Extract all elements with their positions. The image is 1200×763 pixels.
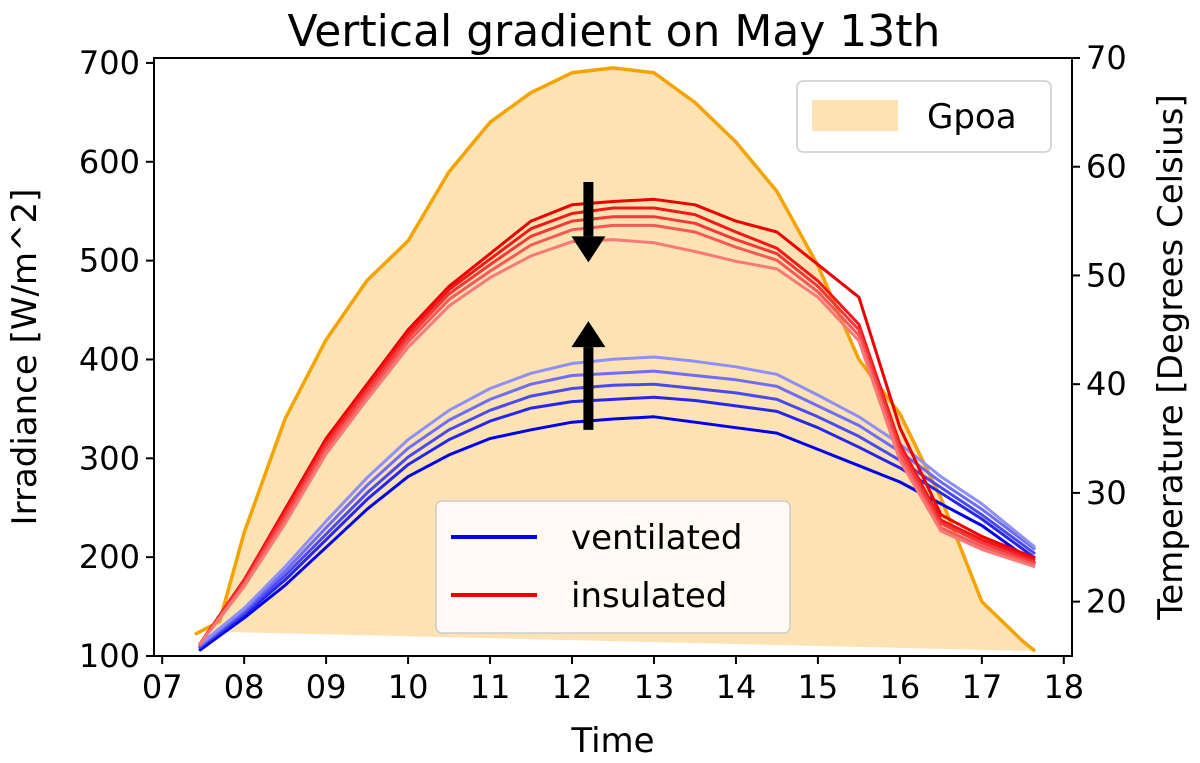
left-y-axis-ticks: 100 200 300 400 500 600 700 [79, 44, 154, 675]
right-y-tick-label: 40 [1086, 365, 1127, 403]
right-y-axis-label: Temperature [Degrees Celsius] [1151, 94, 1191, 621]
insulated-series-line-2 [197, 206, 1036, 646]
gpoa-line [194, 66, 1037, 653]
arrow-down-head [571, 236, 606, 263]
left-y-tick-label: 300 [79, 439, 140, 477]
x-axis-ticks: 07 08 09 10 11 12 13 14 15 16 17 18 [142, 656, 1084, 706]
ventilated-series-line-4 [198, 369, 1037, 648]
legend-gpoa: Gpoa [796, 80, 1052, 153]
left-y-tick-label: 100 [79, 637, 140, 675]
legend-temperature: ventilated insulated [435, 500, 791, 634]
right-y-tick-label: 60 [1086, 148, 1127, 186]
x-tick-label: 17 [961, 668, 1002, 706]
ventilated-series-line-2 [198, 395, 1036, 650]
x-tick-label: 09 [306, 668, 347, 706]
chart-title: Vertical gradient on May 13th [288, 6, 941, 57]
x-tick-label: 07 [142, 668, 183, 706]
left-y-axis-label: Irradiance [W/m^2] [5, 189, 45, 526]
x-tick-label: 12 [552, 668, 593, 706]
x-tick-label: 11 [470, 668, 511, 706]
right-y-tick-label: 70 [1086, 39, 1127, 77]
insulated-series-line-3 [197, 215, 1036, 646]
legend-ventilated-label: ventilated [571, 518, 742, 558]
ventilated-series-line-5 [198, 355, 1037, 647]
right-y-tick-label: 30 [1086, 474, 1127, 512]
left-y-tick-label: 500 [79, 242, 140, 280]
x-tick-label: 16 [880, 668, 921, 706]
legend-insulated-label: insulated [571, 576, 727, 616]
left-y-tick-label: 700 [79, 44, 140, 82]
x-tick-label: 14 [716, 668, 757, 706]
x-tick-label: 13 [634, 668, 675, 706]
plot-area [194, 66, 1037, 653]
ventilated-series-line-3 [198, 382, 1036, 649]
right-y-tick-label: 50 [1086, 256, 1127, 294]
left-y-tick-label: 400 [79, 340, 140, 378]
x-tick-label: 10 [388, 668, 429, 706]
x-tick-label: 15 [798, 668, 839, 706]
x-tick-label: 08 [224, 668, 265, 706]
arrow-up-head [571, 321, 606, 348]
x-axis-label: Time [570, 721, 654, 761]
legend-temperature-box [435, 500, 791, 634]
insulated-series-line-1 [197, 197, 1036, 646]
insulated-series-line-4 [197, 223, 1036, 646]
left-y-tick-label: 200 [79, 538, 140, 576]
right-y-axis-ticks: 20 30 40 50 60 70 [1072, 39, 1127, 621]
legend-gpoa-swatch [812, 100, 898, 131]
legend-gpoa-label: Gpoa [927, 97, 1017, 137]
legend-gpoa-box [796, 80, 1052, 153]
insulated-series-line-5 [197, 238, 1036, 647]
axes-frame [153, 57, 1073, 657]
x-tick-label: 18 [1043, 668, 1084, 706]
ventilated-series-line-1 [198, 415, 1036, 652]
left-y-tick-label: 600 [79, 143, 140, 181]
right-y-tick-label: 20 [1086, 583, 1127, 621]
